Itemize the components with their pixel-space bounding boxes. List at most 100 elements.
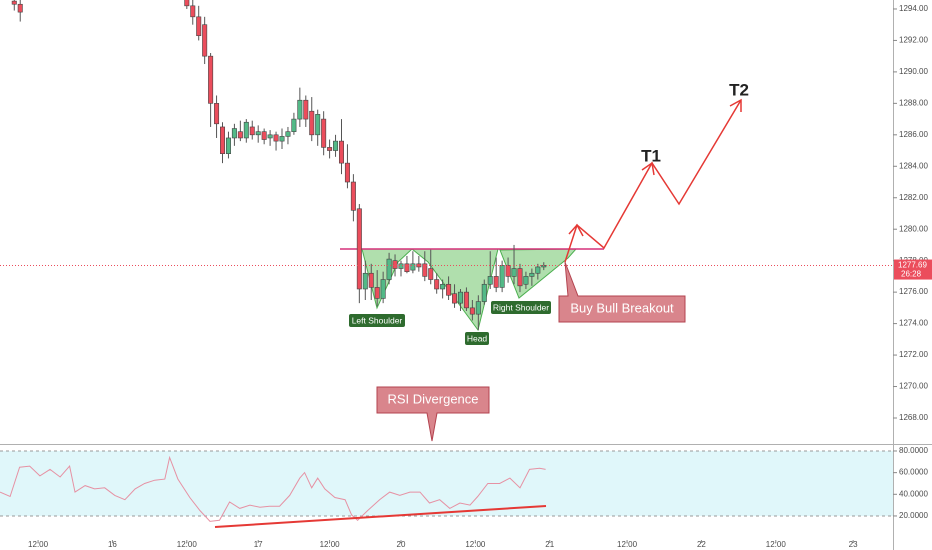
candle-body [273,134,279,142]
countdown-label: 26:28 [901,270,922,279]
candle-body [190,5,196,18]
right-shoulder-label: Right Shoulder [493,302,549,312]
arrow-heads [568,98,742,237]
candle-body [535,266,541,274]
candle-body [440,283,446,290]
x-tick-label: 22 [697,540,706,549]
candle-body [523,276,529,285]
x-tick-label: 16 [108,540,117,549]
candle-body [463,291,469,309]
y-tick-label: 1272.00 [899,350,928,359]
breakout-label: Buy Bull Breakout [570,300,674,315]
candle-body [374,287,380,299]
breakout-callout [558,261,686,323]
y-tick-label: 60.0000 [899,468,928,477]
x-tick-label: 12:00 [320,540,341,549]
candle-body [475,301,481,315]
y-tick-label: 20.0000 [899,511,928,520]
x-tick-label: 12:00 [617,540,638,549]
x-tick-label: 21 [545,540,554,549]
candle-body [457,291,463,304]
y-tick-label: 1286.00 [899,130,928,139]
candle-body [237,131,243,139]
candle-body [416,263,422,268]
candle-body [434,279,440,290]
candle-body [297,99,303,120]
candle-body [380,279,386,299]
candle-body [279,136,285,142]
candle-body [303,99,309,120]
x-tick-label: 12:00 [766,540,787,549]
candle-body [529,272,535,277]
y-tick-label: 1276.00 [899,287,928,296]
rsi-divergence-label: RSI Divergence [387,391,478,406]
candle-body [291,118,297,132]
candle-body [220,126,226,154]
candle-body [338,140,344,164]
last-price-box [894,259,932,280]
candle-body [321,118,327,148]
x-tick-label: 23 [849,540,858,549]
candle-body [452,293,458,304]
candle-body [356,208,362,290]
candle-body [184,0,190,7]
candle-body [327,147,333,151]
left-shoulder-label: Left Shoulder [352,315,403,325]
candle-body [505,265,511,277]
candle-body [362,272,368,290]
rsi-divergence-line [214,505,547,528]
target-label: T1 [641,146,661,165]
y-tick-label: 1282.00 [899,193,928,202]
candle-body [398,263,404,269]
candle-body [499,265,505,288]
candle-body [309,110,315,136]
candle-body [202,24,208,57]
candle-body [493,276,499,288]
target-label: T2 [729,80,749,99]
candle-body [517,268,523,287]
candle-body [428,268,434,280]
y-tick-label: 1292.00 [899,36,928,45]
candle-body [422,263,428,277]
candle-body [255,131,261,136]
candle-body [261,131,267,140]
target-path [564,99,742,263]
x-tick-label: 12:00 [465,540,486,549]
annotations: Left Shoulder Head Right Shoulder Buy Bu… [349,80,749,442]
label-box [349,314,405,327]
y-tick-label: 1288.00 [899,98,928,107]
candle-body [410,263,416,271]
head-label: Head [467,333,488,343]
candle-body [487,276,493,285]
y-tick-label: 1294.00 [899,4,928,13]
candle-body [481,283,487,302]
candle-body [17,3,23,13]
plot [0,0,893,330]
candle-body [333,140,339,151]
y-tick-label: 1284.00 [899,161,928,170]
y-tick-label: 1274.00 [899,319,928,328]
candle-body [469,307,475,315]
last-price-label: 1277.69 [898,261,927,270]
candle-body [285,131,291,137]
rsi-pane [0,450,893,522]
candle-body [315,114,321,136]
candle-body [404,263,410,272]
candle-body [214,103,220,125]
candle-body [208,55,214,104]
candle-body [196,16,202,37]
y-tick-label: 1268.00 [899,413,928,422]
rsi-divergence-callout [376,386,490,442]
candle-body [225,137,231,154]
candle-body [350,181,356,211]
candle-body [446,283,452,296]
y-tick-label: 1290.00 [899,67,928,76]
y-tick-label: 80.0000 [899,446,928,455]
candle-body [511,268,517,277]
candle-body [249,126,255,136]
candle-body [11,0,17,5]
label-box [465,332,489,345]
x-tick-label: 12:00 [177,540,198,549]
label-box [491,301,551,314]
